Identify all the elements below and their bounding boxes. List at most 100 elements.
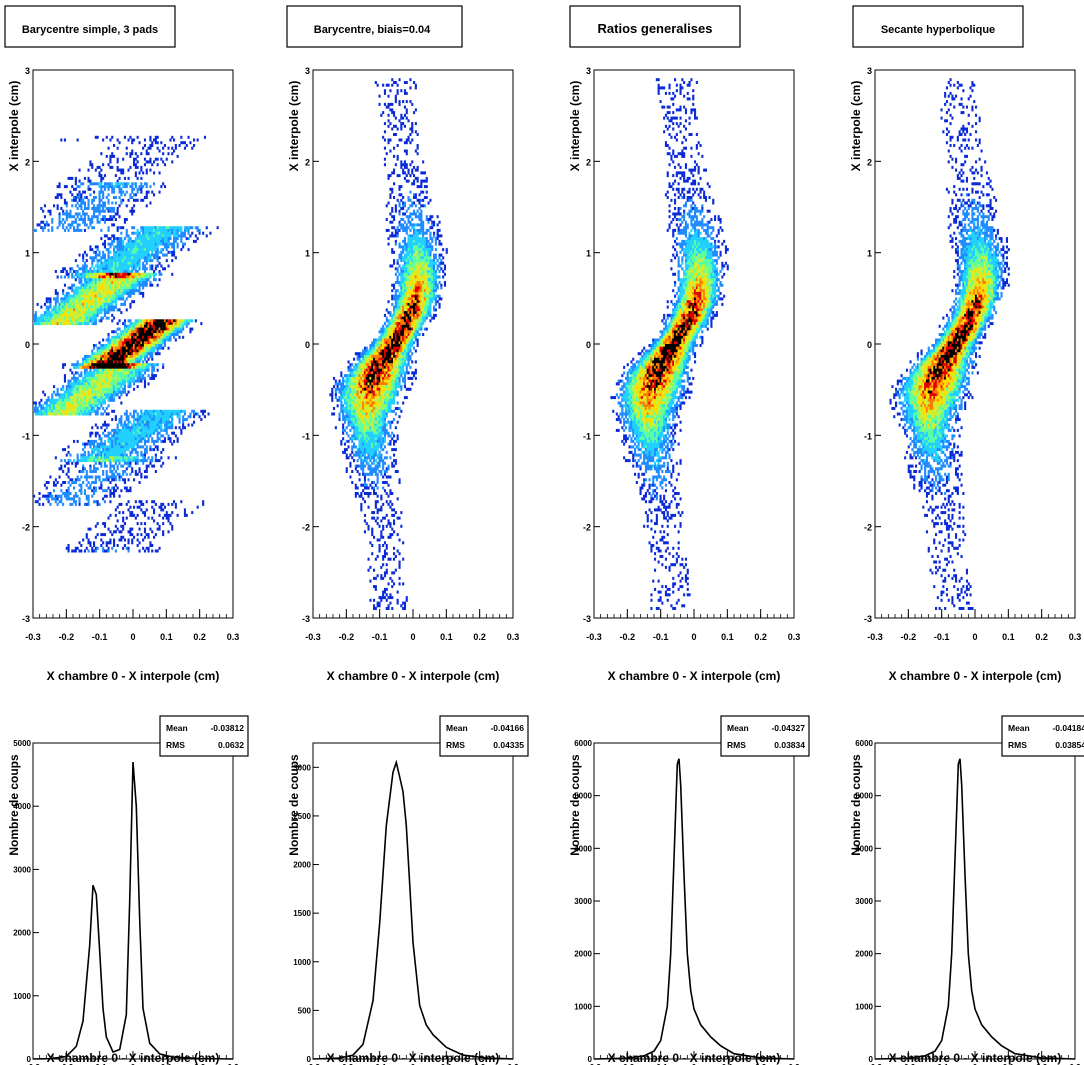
heatmap-cell — [82, 297, 85, 301]
heatmap-cell — [111, 393, 114, 397]
heatmap-cell — [87, 294, 90, 298]
heatmap-cell — [142, 420, 145, 424]
heatmap-cell — [118, 204, 121, 208]
heatmap-cell — [105, 286, 108, 290]
heatmap-cell — [89, 360, 92, 364]
heatmap-cell — [127, 242, 130, 246]
heatmap-cell — [100, 404, 103, 408]
heatmap-cell — [138, 250, 141, 254]
heatmap-cell — [142, 278, 145, 282]
heatmap-cell — [354, 365, 357, 369]
heatmap-cell — [142, 415, 145, 419]
heatmap-cell — [347, 360, 350, 364]
heatmap-cell — [42, 226, 45, 230]
heatmap-cell — [145, 335, 148, 339]
heatmap-cell — [116, 472, 119, 476]
heatmap-cell — [45, 316, 48, 320]
heatmap-cell — [133, 281, 136, 284]
heatmap-cell — [149, 431, 152, 435]
heatmap-cell — [51, 220, 54, 224]
heatmap-cell — [129, 456, 132, 460]
heatmap-cell — [114, 363, 117, 367]
heatmap-cell — [113, 209, 116, 213]
heatmap-cell — [111, 437, 114, 441]
heatmap-cell — [67, 228, 70, 232]
heatmap-cell — [134, 253, 137, 257]
heatmap-cell — [103, 445, 106, 449]
heatmap-cell — [136, 346, 139, 350]
heatmap-cell — [343, 415, 346, 419]
heatmap-cell — [102, 250, 105, 254]
heatmap-cell — [40, 398, 43, 402]
heatmap-cell — [93, 190, 96, 194]
heatmap-cell — [178, 426, 181, 430]
heatmap-cell — [100, 398, 103, 402]
heatmap-cell — [58, 475, 61, 479]
heatmap-cell — [67, 398, 70, 402]
heatmap-cell — [125, 415, 128, 419]
heatmap-cell — [103, 297, 106, 301]
heatmap-cell — [363, 423, 366, 427]
heatmap-cell — [358, 478, 361, 482]
heatmap-cell — [134, 338, 137, 342]
heatmap-cell — [102, 368, 105, 372]
heatmap-cell — [360, 412, 363, 416]
heatmap-cell — [356, 396, 359, 400]
heatmap-cell — [122, 171, 125, 175]
heatmap-cell — [94, 313, 97, 317]
heatmap-cell — [80, 385, 83, 389]
heatmap-cell — [83, 409, 86, 413]
heatmap-cell — [45, 300, 48, 304]
heatmap-cell — [133, 376, 136, 380]
heatmap-cell — [83, 215, 86, 219]
heatmap-cell — [103, 245, 106, 249]
heatmap-cell — [91, 439, 94, 443]
heatmap-cell — [171, 322, 174, 326]
heatmap-cell — [76, 401, 79, 405]
heatmap-cell — [102, 376, 105, 380]
heatmap-cell — [363, 478, 366, 482]
heatmap-cell — [120, 294, 123, 298]
heatmap-cell — [154, 344, 157, 347]
heatmap-cell — [362, 396, 365, 400]
heatmap-cell — [129, 357, 132, 361]
heatmap-cell — [69, 497, 72, 501]
heatmap-cell — [105, 450, 108, 454]
heatmap-cell — [358, 494, 361, 498]
heatmap-cell — [58, 398, 61, 402]
heatmap-cell — [140, 374, 143, 378]
heatmap-cell — [43, 494, 46, 498]
heatmap-cell — [83, 308, 86, 312]
heatmap-cell — [65, 291, 68, 295]
heatmap-cell — [160, 420, 163, 424]
heatmap-cell — [133, 442, 136, 446]
heatmap-cell — [102, 283, 105, 287]
heatmap-cell — [83, 371, 86, 375]
heatmap-cell — [169, 513, 172, 517]
heatmap-cell — [165, 409, 168, 413]
heatmap-cell — [131, 459, 134, 463]
heatmap-cell — [102, 218, 105, 221]
heatmap-cell — [120, 355, 123, 358]
heatmap-cell — [180, 234, 183, 238]
heatmap-cell — [80, 286, 83, 290]
heatmap-cell — [62, 218, 65, 221]
heatmap-cell — [142, 344, 145, 347]
heatmap-cell — [360, 428, 363, 432]
heatmap-cell — [143, 338, 146, 342]
heatmap-cell — [116, 228, 119, 232]
heatmap-cell — [147, 434, 150, 438]
heatmap-cell — [182, 234, 185, 238]
heatmap-cell — [83, 360, 86, 364]
heatmap-cell — [360, 415, 363, 419]
heatmap-cell — [360, 502, 363, 506]
heatmap-cell — [149, 168, 152, 172]
heatmap-cell — [103, 382, 106, 386]
heatmap-cell — [351, 396, 354, 400]
heatmap-cell — [151, 418, 154, 421]
heatmap-cell — [96, 215, 99, 219]
heatmap-cell — [76, 412, 79, 416]
heatmap-cell — [56, 275, 59, 279]
heatmap-cell — [87, 218, 90, 221]
heatmap-cell — [167, 415, 170, 419]
